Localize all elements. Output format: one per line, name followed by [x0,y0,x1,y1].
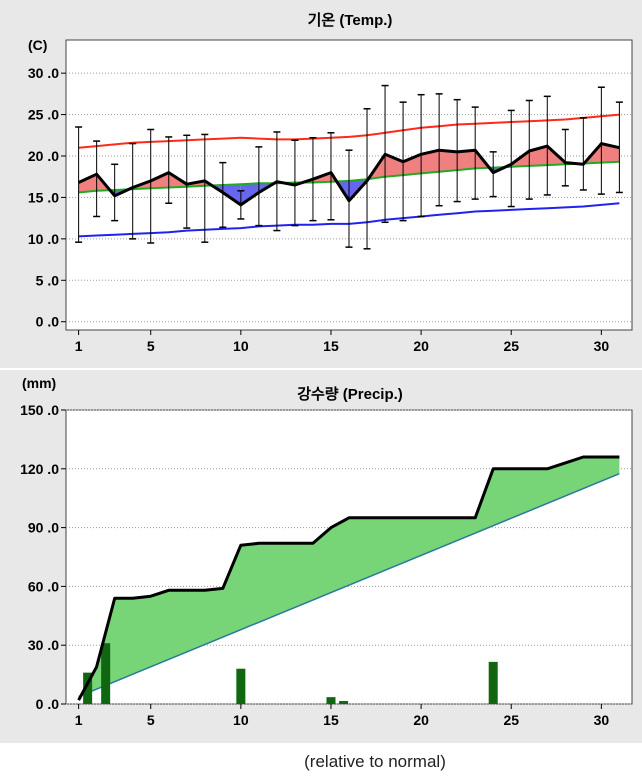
y-tick-label: 30 .0 [28,65,59,81]
above-normal-fill [78,174,97,193]
x-tick-label: 10 [233,338,249,354]
y-tick-label: 25 .0 [28,107,59,123]
y-tick-label: 30 .0 [28,637,59,653]
x-tick-label: 25 [503,712,519,728]
y-axis-unit: (C) [28,37,47,53]
normal-cumulative-line [78,473,620,698]
footnote: (relative to normal) [304,752,446,771]
x-tick-label: 5 [147,712,155,728]
x-tick-label: 15 [323,712,339,728]
daily-precip-bar [326,697,336,704]
x-tick-label: 20 [413,338,429,354]
daily-precip-bar [101,643,111,704]
above-normal-fill [403,154,422,176]
y-tick-label: 150 .0 [20,402,59,418]
above-normal-fill [601,143,620,163]
y-tick-label: 15 .0 [28,189,59,205]
below-normal-fill [240,183,259,205]
daily-precip-bar [236,668,246,704]
y-tick-label: 120 .0 [20,461,59,477]
chart-title: 강수량 (Precip.) [297,385,403,403]
x-tick-label: 1 [75,712,83,728]
x-tick-label: 10 [233,712,249,728]
x-tick-label: 30 [594,712,610,728]
x-tick-label: 30 [594,338,610,354]
above-normal-fill [150,172,169,189]
x-tick-label: 15 [323,338,339,354]
temperature-panel: 기온 (Temp.) (C) 0 .0 5 .0 10 .0 15 .0 20 .0 25 .… [0,0,642,368]
cumulative-precip-line [77,455,620,701]
daily-precip-bar [488,661,498,704]
above-normal-fill [457,150,476,171]
x-tick-label: 20 [413,712,429,728]
y-axis-unit: (mm) [22,375,56,391]
x-tick-label: 5 [147,338,155,354]
below-normal-fill [222,184,241,205]
chart-title: 기온 (Temp.) [308,12,393,29]
y-tick-label: 60 .0 [28,578,59,594]
x-tick-label: 25 [503,338,519,354]
y-tick-label: 20 .0 [28,148,59,164]
y-tick-label: 0 .0 [36,314,60,330]
mean-temp-line [77,142,620,207]
x-tick-label: 1 [75,338,83,354]
daily-precip-bar [339,701,349,704]
y-tick-label: 10 .0 [28,231,59,247]
precipitation-panel: 강수량 (Precip.) (mm) 0 .0 30 .0 60 .0 90 .0 120 … [0,370,642,743]
y-tick-label: 0 .0 [36,696,60,712]
above-normal-fill [385,154,404,177]
daily-precip-bar [83,672,93,704]
y-tick-label: 5 .0 [36,272,60,288]
precip-surplus-fill [78,457,620,701]
above-normal-fill [421,150,440,174]
above-normal-fill [439,150,458,172]
y-tick-label: 90 .0 [28,520,59,536]
